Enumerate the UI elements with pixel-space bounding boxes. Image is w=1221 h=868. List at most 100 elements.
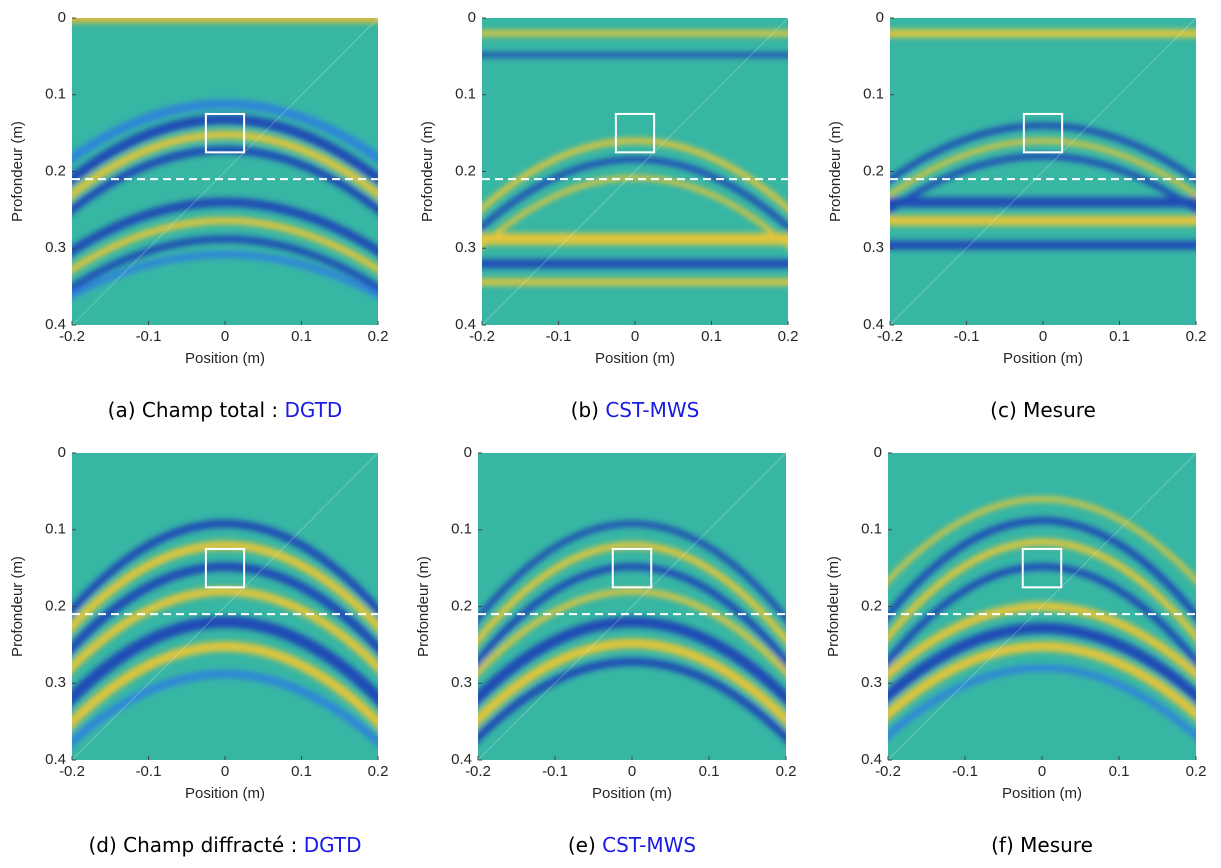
y-tick-label: 0.1: [451, 521, 472, 538]
heatmap-image: [888, 453, 1196, 760]
panel: -0.2 -0.1 0 0.1 0.2 0 0.1 0.2 0.3 0.4 Position (m)…: [9, 444, 388, 857]
wave-bands: [482, 30, 788, 286]
wave-band: [72, 99, 378, 164]
y-tick-label: 0.1: [45, 86, 66, 103]
x-tick-label: 0.2: [1186, 763, 1207, 780]
heatmap-image: [482, 18, 788, 325]
wave-band: [478, 588, 786, 677]
target-box: [611, 547, 653, 589]
wave-band: [72, 641, 378, 730]
x-tick-label: -0.1: [136, 328, 162, 345]
x-tick-label: 0.1: [699, 763, 720, 780]
caption-text: (f) Mesure: [991, 833, 1093, 857]
x-tick-label: 0.2: [368, 328, 389, 345]
wave-band: [72, 251, 378, 300]
target-box: [1022, 112, 1064, 154]
diagonal-artifact: [478, 453, 786, 760]
heatmap-image: [72, 453, 378, 760]
x-tick-label: 0: [1039, 328, 1047, 345]
y-tick-label: 0.2: [861, 597, 882, 614]
wave-band: [888, 664, 1196, 741]
caption-text: (b): [571, 398, 599, 422]
x-tick-label: 0: [631, 328, 639, 345]
x-axis-label: Position (m): [595, 350, 675, 367]
target-box: [1021, 547, 1063, 589]
target-box: [614, 112, 656, 154]
wave-band: [478, 638, 786, 727]
wave-band: [482, 156, 788, 232]
wave-band: [72, 540, 378, 634]
x-tick-label: -0.1: [542, 763, 568, 780]
x-axis-label: Position (m): [185, 785, 265, 802]
diagonal-artifact: [72, 453, 378, 760]
caption: (b) CST-MWS: [571, 398, 700, 422]
x-tick-label: 0.1: [701, 328, 722, 345]
y-axis-label: Profondeur (m): [9, 556, 26, 657]
diagonal-artifact: [888, 453, 1196, 760]
heatmap-image: [72, 18, 378, 325]
y-tick-label: 0.4: [45, 751, 66, 768]
wave-band: [72, 616, 378, 707]
x-tick-label: -0.2: [469, 328, 495, 345]
y-tick-label: 0.3: [45, 239, 66, 256]
wave-band: [478, 657, 786, 744]
caption: (d) Champ diffracté : DGTD: [88, 833, 361, 857]
wave-band: [478, 541, 786, 646]
wave-band: [478, 563, 786, 668]
wave-band: [72, 197, 378, 257]
y-tick-label: 0.4: [455, 316, 476, 333]
x-tick-label: 0.2: [368, 763, 389, 780]
wave-band: [888, 641, 1196, 721]
heatmap-background: [890, 18, 1196, 325]
caption: (e) CST-MWS: [568, 833, 696, 857]
x-tick-label: -0.1: [136, 763, 162, 780]
caption-text: (e): [568, 833, 596, 857]
y-tick-label: 0.1: [863, 86, 884, 103]
x-tick-label: -0.1: [954, 328, 980, 345]
wave-bands: [72, 519, 378, 748]
wave-band: [890, 138, 1196, 199]
wave-band: [482, 137, 788, 213]
caption-text: (a) Champ total :: [108, 398, 278, 422]
wave-band: [72, 562, 378, 655]
x-tick-label: 0.1: [291, 763, 312, 780]
y-tick-label: 0.2: [45, 597, 66, 614]
x-tick-label: -0.1: [952, 763, 978, 780]
wave-band: [72, 130, 378, 200]
wave-band: [478, 616, 786, 706]
x-axis-label: Position (m): [1003, 350, 1083, 367]
wave-bands: [72, 18, 378, 300]
y-tick-label: 0: [58, 444, 66, 461]
target-box: [204, 547, 246, 589]
y-tick-label: 0.2: [455, 162, 476, 179]
panel: -0.2 -0.1 0 0.1 0.2 0 0.1 0.2 0.3 0.4 Position (m)…: [827, 9, 1206, 422]
wave-band: [890, 153, 1196, 215]
panel: -0.2 -0.1 0 0.1 0.2 0 0.1 0.2 0.3 0.4 Position (m)…: [9, 9, 388, 422]
x-tick-label: 0.2: [778, 328, 799, 345]
x-tick-label: -0.2: [875, 763, 901, 780]
x-tick-label: 0.2: [1186, 328, 1207, 345]
y-axis-label: Profondeur (m): [415, 556, 432, 657]
wave-band: [888, 517, 1196, 622]
wave-bands: [888, 496, 1196, 741]
wave-band: [72, 114, 378, 186]
y-axis-label: Profondeur (m): [419, 121, 436, 222]
wave-band: [478, 520, 786, 624]
y-tick-label: 0.1: [45, 521, 66, 538]
wave-band: [72, 586, 378, 674]
x-tick-label: 0.2: [776, 763, 797, 780]
caption-highlight: CST-MWS: [605, 398, 699, 422]
x-tick-label: 0.1: [291, 328, 312, 345]
wave-band: [72, 519, 378, 617]
x-tick-label: 0.1: [1109, 328, 1130, 345]
caption: (a) Champ total : DGTD: [108, 398, 343, 422]
y-tick-label: 0.1: [861, 521, 882, 538]
y-tick-label: 0.4: [863, 316, 884, 333]
caption-highlight: CST-MWS: [602, 833, 696, 857]
y-tick-label: 0: [464, 444, 472, 461]
wave-band: [72, 217, 378, 274]
y-tick-label: 0.2: [45, 162, 66, 179]
x-tick-label: 0: [628, 763, 636, 780]
y-tick-label: 0.2: [451, 597, 472, 614]
wave-band: [888, 622, 1196, 704]
